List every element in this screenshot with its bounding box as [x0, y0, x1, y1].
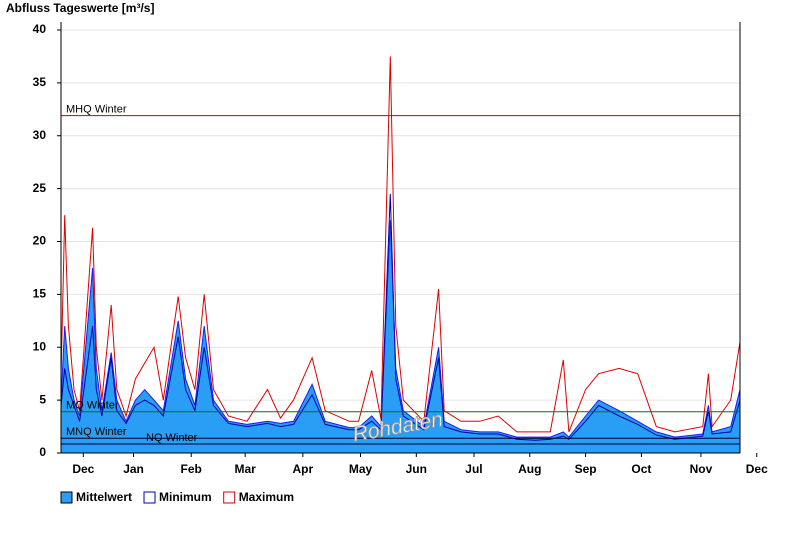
reference-label: MQ Winter — [66, 400, 119, 412]
series-line — [60, 56, 741, 433]
x-tick-label: Dec — [72, 462, 94, 476]
reference-label: NQ Winter — [146, 432, 198, 444]
legend-swatch — [223, 491, 236, 504]
legend-label: Maximum — [239, 490, 294, 504]
y-tick-label: 5 — [39, 392, 46, 406]
reference-label: MHQ Winter — [66, 104, 127, 116]
y-tick-label: 15 — [33, 287, 47, 301]
area-fill — [60, 220, 741, 454]
x-tick-label: Apr — [292, 462, 313, 476]
y-tick-label: 20 — [33, 234, 47, 248]
grid — [61, 29, 740, 454]
x-tick-label: Aug — [518, 462, 541, 476]
x-tick-label: Jul — [465, 462, 482, 476]
reference-label: MNQ Winter — [66, 426, 127, 438]
legend-swatch — [60, 491, 73, 504]
y-tick-label: 35 — [33, 75, 47, 89]
y-tick-label: 10 — [33, 339, 47, 353]
legend-label: Mittelwert — [76, 490, 132, 504]
x-tick-label: Dec — [746, 462, 768, 476]
y-tick-label: 25 — [33, 181, 47, 195]
x-tick-label: Feb — [181, 462, 202, 476]
x-tick-label: Jun — [406, 462, 427, 476]
legend-label: Minimum — [159, 490, 212, 504]
x-tick-label: Oct — [631, 462, 651, 476]
x-tick-label: Nov — [690, 462, 713, 476]
x-tick-label: Sep — [575, 462, 597, 476]
legend-swatch — [143, 491, 156, 504]
plot — [60, 56, 741, 454]
x-tick-label: Mar — [234, 462, 256, 476]
x-tick-label: Jan — [123, 462, 144, 476]
y-tick-label: 30 — [33, 128, 47, 142]
y-tick-label: 40 — [33, 22, 47, 36]
x-tick-label: May — [349, 462, 373, 476]
series-line — [60, 193, 741, 441]
y-tick-label: 0 — [39, 445, 46, 459]
chart-title: Abfluss Tageswerte [m³/s] — [6, 1, 154, 15]
